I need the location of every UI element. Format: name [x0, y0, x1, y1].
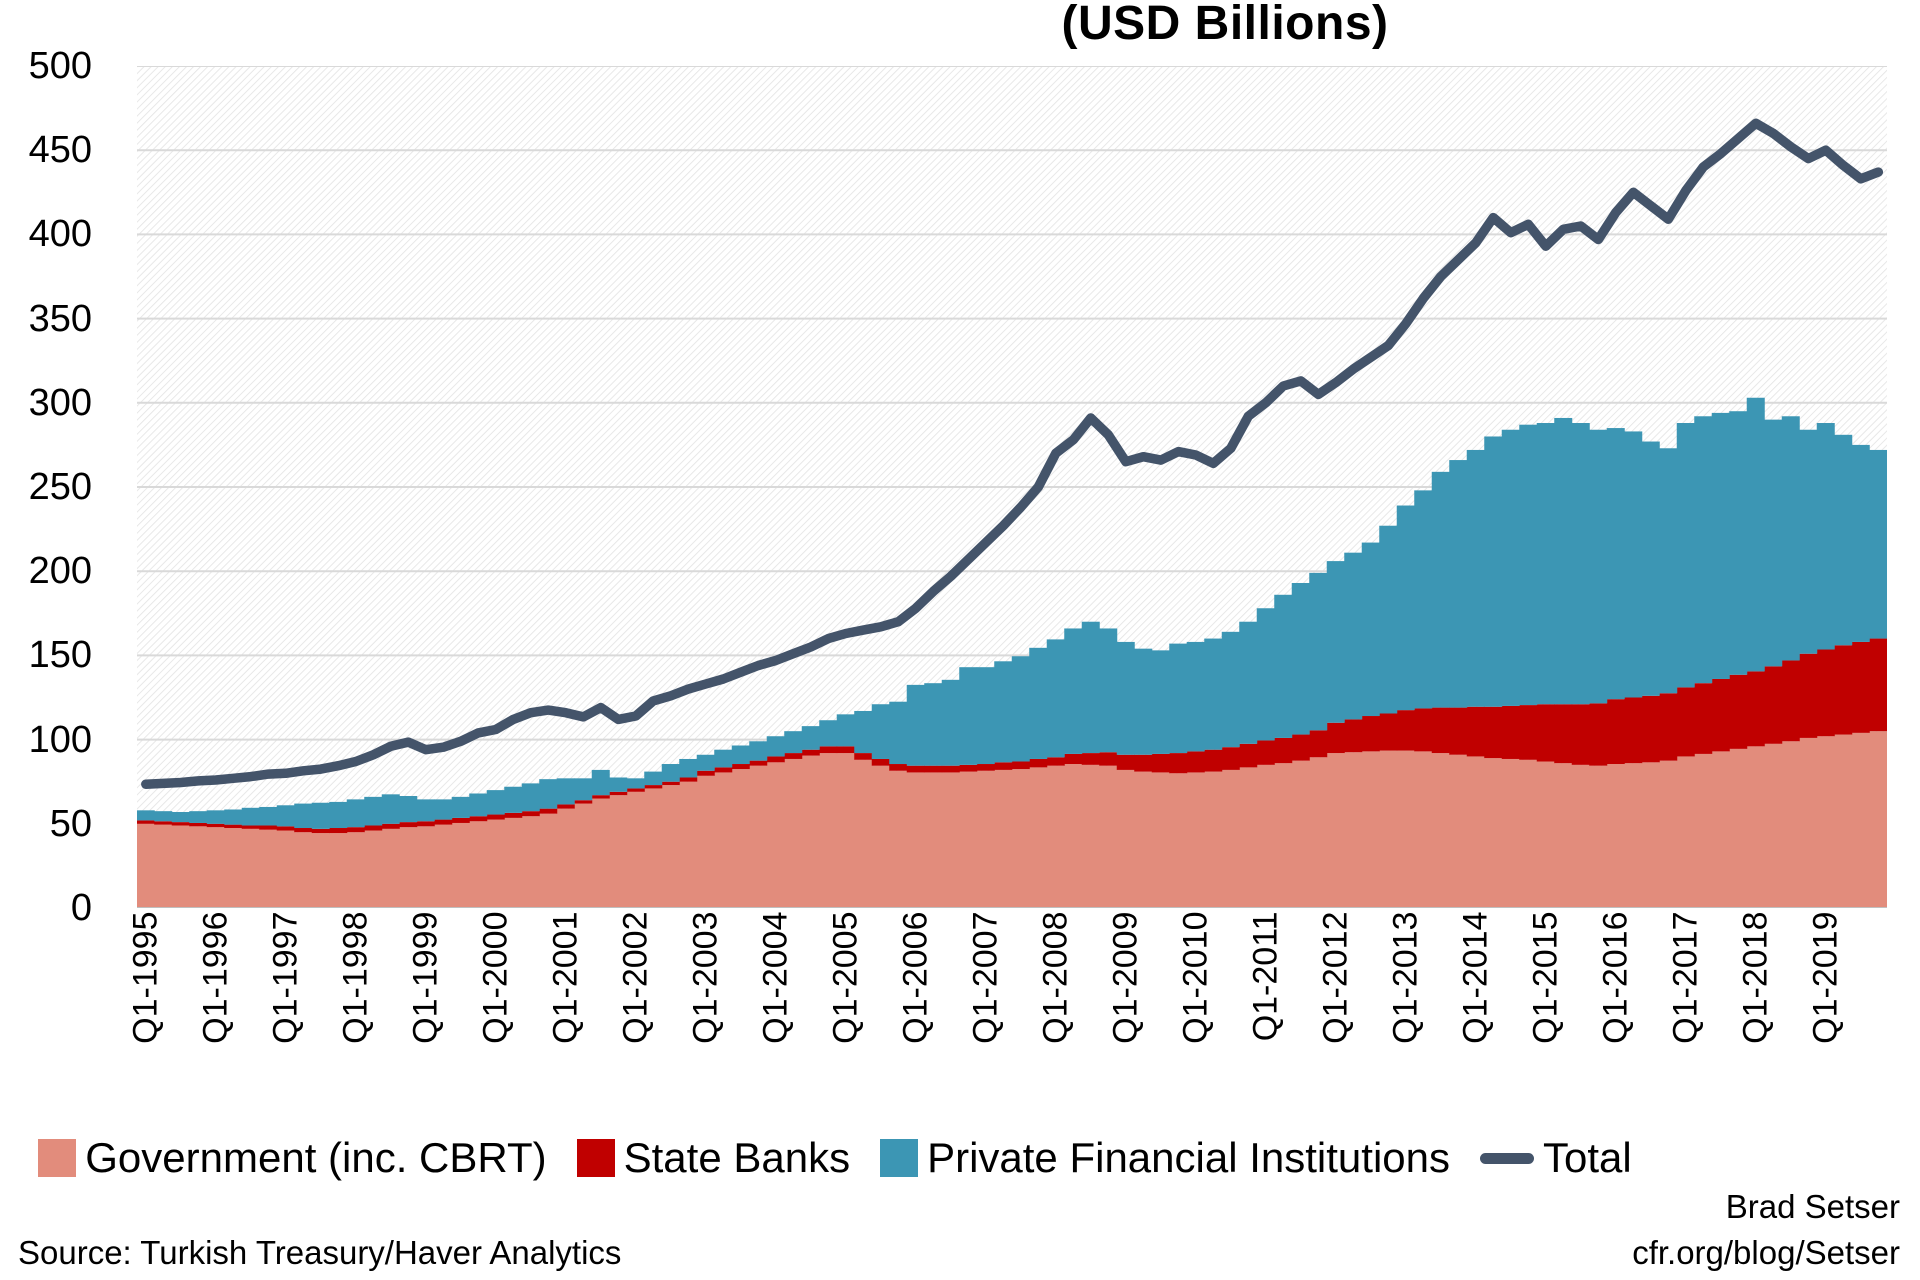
state-banks-swatch-icon: [576, 1139, 615, 1177]
x-tick-label: Q1-2006: [896, 911, 935, 1044]
legend-item-state-banks: State Banks: [576, 1134, 851, 1181]
x-tick-label: Q1-1995: [126, 911, 165, 1044]
y-tick-label: 500: [28, 45, 92, 87]
x-tick-label: Q1-1999: [406, 911, 445, 1044]
plot-area: [137, 66, 1887, 908]
total-line: [141, 118, 1884, 789]
x-tick-label: Q1-2015: [1526, 911, 1565, 1044]
x-tick-label: Q1-1998: [336, 911, 375, 1044]
x-tick-label: Q1-2014: [1456, 911, 1495, 1044]
legend-item-government: Government (inc. CBRT): [38, 1134, 547, 1181]
y-tick-label: 150: [28, 634, 92, 677]
x-tick-label: Q1-2011: [1246, 911, 1285, 1042]
bars-state-banks: [137, 638, 1887, 834]
legend-label: State Banks: [623, 1134, 851, 1181]
y-tick-label: 300: [28, 381, 92, 424]
total-line-swatch-icon: [1480, 1152, 1534, 1164]
legend-label: Total: [1543, 1134, 1632, 1181]
x-tick-label: Q1-2016: [1596, 911, 1635, 1044]
source-note: Source: Turkish Treasury/Haver Analytics: [18, 1234, 622, 1271]
y-tick-label: 250: [28, 466, 92, 508]
credit-url: cfr.org/blog/Setser: [1632, 1234, 1900, 1271]
x-tick-label: Q1-1997: [266, 911, 305, 1044]
x-tick-label: Q1-2008: [1036, 911, 1075, 1044]
y-tick-label: 0: [70, 887, 92, 929]
x-tick-label: Q1-2017: [1666, 911, 1705, 1044]
government-swatch-icon: [38, 1139, 77, 1177]
legend: Government (inc. CBRT) State Banks Priva…: [0, 1134, 1920, 1182]
x-tick-label: Q1-2012: [1316, 911, 1355, 1044]
x-tick-label: Q1-2000: [476, 911, 515, 1044]
x-tick-label: Q1-2019: [1806, 911, 1845, 1044]
y-tick-label: 50: [49, 802, 92, 845]
chart-title: (USD Billions): [1061, 0, 1389, 50]
x-tick-label: Q1-2001: [546, 911, 585, 1044]
y-tick-label: 350: [28, 297, 92, 340]
x-tick-label: Q1-2010: [1176, 911, 1215, 1044]
legend-item-private-financial: Private Financial Institutions: [880, 1135, 1450, 1181]
x-tick-label: Q1-1996: [196, 911, 235, 1044]
x-tick-label: Q1-2007: [966, 911, 1005, 1044]
bars-private-financial-institutions: [137, 397, 1887, 829]
x-tick-label: Q1-2003: [686, 911, 725, 1044]
legend-label: Government (inc. CBRT): [85, 1134, 547, 1181]
x-tick-label: Q1-2013: [1386, 911, 1425, 1044]
x-tick-label: Q1-2018: [1736, 911, 1775, 1044]
y-tick-label: 450: [28, 129, 92, 172]
y-tick-label: 100: [28, 718, 92, 761]
x-tick-label: Q1-2009: [1106, 911, 1145, 1044]
legend-item-total: Total: [1480, 1135, 1632, 1181]
y-tick-label: 400: [28, 213, 92, 256]
x-tick-label: Q1-2005: [826, 911, 865, 1044]
y-tick-label: 200: [28, 550, 92, 593]
legend-label: Private Financial Institutions: [927, 1134, 1450, 1181]
credit-author: Brad Setser: [1725, 1188, 1900, 1225]
x-tick-label: Q1-2002: [616, 911, 655, 1044]
bars-government: [137, 731, 1887, 908]
x-tick-label: Q1-2004: [756, 911, 795, 1044]
private-financial-swatch-icon: [880, 1139, 919, 1177]
